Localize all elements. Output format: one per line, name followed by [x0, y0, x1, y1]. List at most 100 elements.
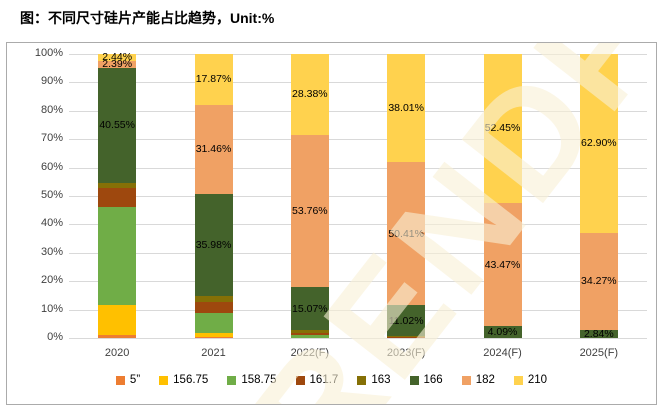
- gridline: [69, 110, 647, 112]
- segment-182: 53.76%: [290, 134, 329, 288]
- y-tick-label: 90%: [40, 75, 63, 88]
- segment-163: [387, 336, 426, 337]
- segment-label: 4.09%: [487, 326, 518, 339]
- segment-label: 53.76%: [292, 204, 328, 217]
- segment-161.7: [194, 302, 233, 314]
- plot-area: 40.55% 2.39% 2.44% 35.98% 31.46% 17.87% 15.07%…: [69, 51, 647, 340]
- y-tick-label: 50%: [40, 189, 63, 201]
- legend-label: 166: [423, 374, 443, 386]
- segment-182: 34.27%: [579, 232, 618, 330]
- segment-210: 17.87%: [194, 54, 233, 105]
- y-tick-label: 60%: [40, 160, 63, 173]
- segment-166: 4.09%: [483, 326, 522, 339]
- segment-label: 62.90%: [581, 137, 617, 150]
- legend-swatch: [461, 375, 471, 385]
- segment-158.75: [387, 337, 426, 338]
- segment-166: 35.98%: [194, 194, 233, 297]
- legend-label: 182: [475, 374, 495, 386]
- legend-swatch: [357, 375, 367, 385]
- segment-156.75: [194, 333, 233, 338]
- gridline: [69, 252, 647, 254]
- gridline: [69, 82, 647, 84]
- segment-161.7: [98, 187, 137, 208]
- legend-item: 166: [409, 374, 443, 386]
- x-axis-label: 2023(F): [386, 347, 426, 359]
- x-axis-label: 2024(F): [483, 347, 522, 359]
- legend: 5” 156.75 158.75 161.7 163 166 182 210: [7, 374, 656, 386]
- segment-label: 34.27%: [581, 275, 617, 288]
- y-tick-label: 70%: [40, 132, 63, 145]
- segment-166: 11.02%: [387, 305, 426, 337]
- bar-column-2022(F): 15.07% 53.76% 28.38%: [290, 54, 329, 338]
- segment-label: 2.84%: [583, 327, 614, 340]
- legend-item: 158.75: [227, 374, 277, 386]
- segment-5”: [98, 334, 137, 338]
- legend-item: 161.7: [295, 374, 339, 386]
- segment-label: 38.01%: [388, 102, 424, 115]
- segment-5”: [194, 337, 233, 338]
- legend-item: 182: [461, 374, 495, 386]
- x-axis-label: 2020: [104, 347, 130, 359]
- segment-158.75: [194, 313, 233, 334]
- y-tick-label: 0%: [47, 331, 63, 343]
- segment-166: 40.55%: [98, 67, 137, 183]
- x-axis-label: 2022(F): [290, 347, 330, 359]
- gridline: [69, 281, 647, 283]
- y-tick-label: 100%: [34, 47, 63, 59]
- chart-title: 图：不同尺寸硅片产能占比趋势，Unit:%: [20, 10, 275, 26]
- segment-label: 11.02%: [388, 314, 424, 327]
- legend-item: 156.75: [159, 374, 208, 386]
- segment-163: [290, 330, 329, 333]
- legend-label: 5”: [129, 374, 141, 386]
- segment-label: 31.46%: [195, 143, 232, 156]
- y-tick-label: 80%: [40, 103, 63, 116]
- segment-182: 31.46%: [194, 104, 233, 195]
- gridline: [69, 338, 647, 339]
- legend-label: 158.75: [241, 374, 277, 386]
- segment-210: 62.90%: [579, 54, 618, 233]
- gridline: [69, 139, 647, 141]
- segment-182: 50.41%: [387, 161, 426, 306]
- legend-label: 163: [371, 374, 391, 386]
- bar-column-2023(F): 11.02% 50.41% 38.01%: [387, 54, 426, 338]
- y-tick-label: 20%: [40, 274, 63, 287]
- gridline: [69, 309, 647, 311]
- legend-swatch: [159, 375, 169, 385]
- segment-156.75: [98, 304, 137, 335]
- segment-166: 15.07%: [290, 287, 329, 331]
- segment-158.75: [290, 335, 329, 338]
- segment-label: 43.47%: [484, 258, 521, 271]
- segment-158.75: [98, 207, 137, 305]
- segment-label: 28.38%: [292, 88, 328, 101]
- segment-label: 35.98%: [195, 239, 232, 252]
- x-axis-label: 2021: [201, 347, 226, 359]
- segment-163: [194, 296, 233, 303]
- segment-163: [98, 182, 137, 188]
- legend-swatch: [409, 375, 419, 385]
- segment-label: 17.87%: [195, 73, 232, 86]
- legend-label: 161.7: [309, 374, 339, 386]
- legend-item: 5”: [115, 374, 141, 386]
- segment-161.7: [290, 332, 329, 336]
- bar-column-2024(F): 4.09% 43.47% 52.45%: [483, 53, 522, 339]
- gridline: [69, 224, 647, 226]
- legend-swatch: [513, 375, 523, 385]
- segment-210: 52.45%: [483, 53, 522, 203]
- segment-182: 43.47%: [483, 202, 522, 327]
- y-tick-label: 40%: [40, 217, 63, 230]
- legend-item: 163: [357, 374, 391, 386]
- segment-label: 15.07%: [292, 302, 328, 315]
- segment-210: 28.38%: [290, 54, 329, 135]
- gridline: [69, 167, 647, 169]
- segment-210: 2.44%: [98, 51, 137, 63]
- segment-210: 38.01%: [387, 54, 426, 162]
- segment-label: 52.45%: [484, 122, 521, 135]
- y-tick-label: 30%: [40, 245, 63, 258]
- chart-frame: 40.55% 2.39% 2.44% 35.98% 31.46% 17.87% 15.07%…: [6, 42, 657, 405]
- segment-label: 50.41%: [388, 227, 424, 240]
- legend-swatch: [227, 375, 237, 385]
- legend-item: 210: [513, 374, 547, 386]
- y-tick-label: 10%: [40, 302, 63, 315]
- segment-label: 40.55%: [99, 119, 135, 132]
